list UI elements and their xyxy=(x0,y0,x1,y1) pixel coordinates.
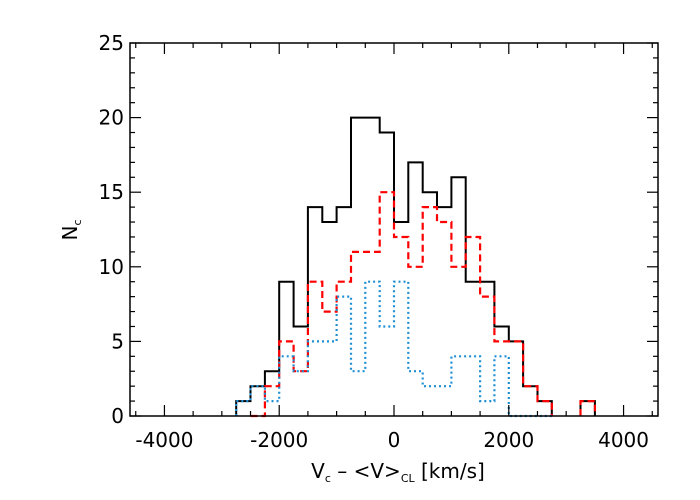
x-axis-label-sub-cl: CL xyxy=(401,472,416,485)
x-axis-label-mid: – <V> xyxy=(331,459,401,483)
y-axis-label-main: N xyxy=(58,226,82,241)
histogram-series-extra-bin xyxy=(579,400,596,416)
histogram-series-blue-dotted xyxy=(235,280,552,418)
x-tick-label: 0 xyxy=(388,428,401,452)
series-layer xyxy=(235,116,596,418)
y-tick-label: 5 xyxy=(111,329,124,353)
x-tick-label: 4000 xyxy=(598,428,649,452)
histogram-series-all xyxy=(235,116,553,416)
x-tick-label: -4000 xyxy=(135,428,193,452)
x-tick-labels: -4000 -2000 0 2000 4000 xyxy=(135,428,649,452)
x-axis-label-main: V xyxy=(311,459,325,483)
y-tick-label: 20 xyxy=(99,106,124,130)
x-tick-label: -2000 xyxy=(250,428,308,452)
histogram-series-red-dashed xyxy=(250,191,553,418)
histogram-series-extra-bin-red xyxy=(579,400,596,416)
y-tick-label: 0 xyxy=(111,404,124,428)
y-tick-label: 15 xyxy=(99,180,124,204)
y-tick-labels: 0 5 10 15 20 25 xyxy=(99,31,124,428)
x-axis-label-tail: [km/s] xyxy=(415,459,485,483)
x-axis-label: Vc – <V>CL [km/s] xyxy=(311,459,485,485)
x-tick-label: 2000 xyxy=(483,428,534,452)
y-axis-label-sub: c xyxy=(71,219,84,225)
y-tick-label: 10 xyxy=(99,255,124,279)
ticks-layer xyxy=(130,42,658,417)
x-axis-label-sub-c: c xyxy=(325,472,331,485)
y-tick-label: 25 xyxy=(99,31,124,55)
y-axis-label: Nc xyxy=(58,219,84,240)
